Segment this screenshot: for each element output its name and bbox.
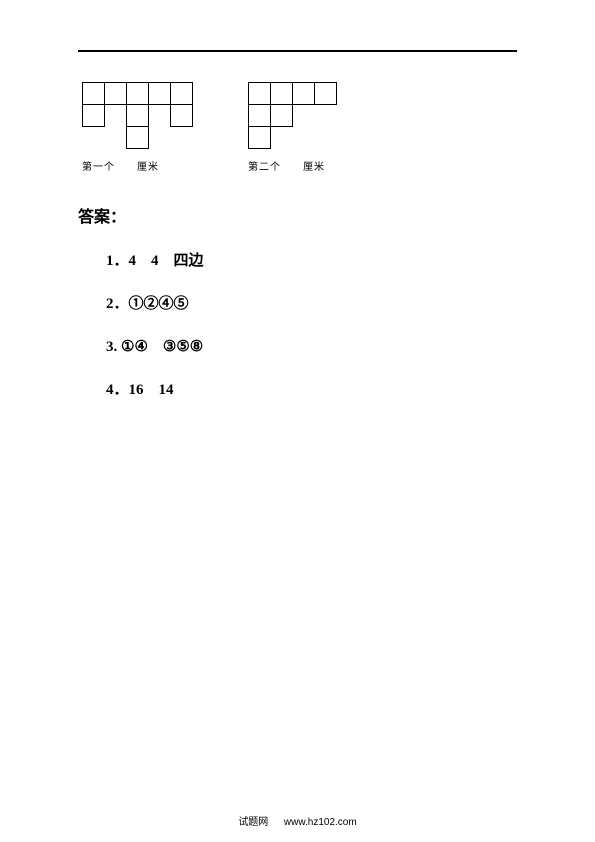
answers-section: 答案： 1．4 4 四边 2．①②④⑤ 3. ①④ ③⑤⑧ 4．16 14 [78, 203, 517, 399]
cell [292, 82, 315, 105]
shape-caption-1: 第一个 厘米 [82, 158, 192, 173]
cell [248, 104, 271, 127]
cell [248, 126, 271, 149]
cell [126, 126, 149, 149]
shape-grid-2 [248, 82, 336, 148]
footer-url: www.hz102.com [284, 817, 357, 828]
cell [170, 104, 193, 127]
cell [148, 82, 171, 105]
cell [314, 82, 337, 105]
cell [170, 82, 193, 105]
answer-1: 1．4 4 四边 [106, 249, 517, 270]
answer-4: 4．16 14 [106, 378, 517, 399]
shape-grid-1 [82, 82, 192, 148]
shape-2: 第二个 厘米 [248, 82, 336, 173]
cell [104, 82, 127, 105]
shape-1: 第一个 厘米 [82, 82, 192, 173]
cell [248, 82, 271, 105]
cell [82, 82, 105, 105]
shapes-row: 第一个 厘米 第二个 厘米 [82, 82, 517, 173]
answers-title: 答案： [78, 203, 517, 227]
answer-3: 3. ①④ ③⑤⑧ [106, 335, 517, 356]
cell [126, 104, 149, 127]
cell [82, 104, 105, 127]
cell [270, 82, 293, 105]
page-footer: 试题网 www.hz102.com [0, 813, 595, 828]
top-rule [78, 50, 517, 52]
answer-2: 2．①②④⑤ [106, 292, 517, 313]
cell [126, 82, 149, 105]
cell [270, 104, 293, 127]
shape-caption-2: 第二个 厘米 [248, 158, 336, 173]
footer-label: 试题网 [238, 817, 268, 828]
